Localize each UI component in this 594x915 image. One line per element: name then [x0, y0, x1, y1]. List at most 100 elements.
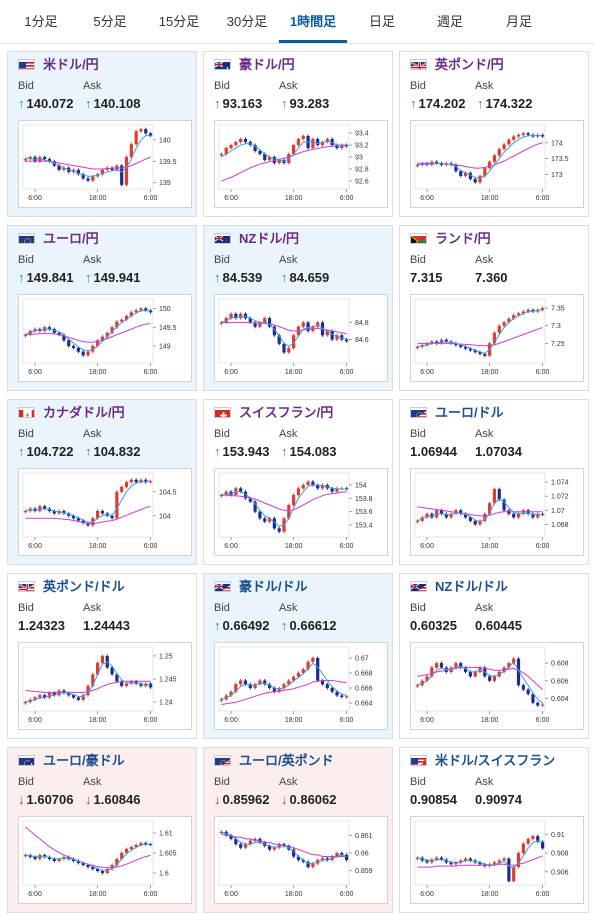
plot-area [414, 124, 546, 190]
currency-card[interactable]: 豪ドル/円 Bid Ask ↑ 93.163 ↑ 93.283 92.6 92.8 93 93.2 9… [203, 51, 393, 217]
candle-body [47, 159, 52, 162]
currency-card[interactable]: ランド/円 Bid Ask 7.315 7.360 7.25 7.3 7.35 6:00 18:0… [399, 225, 589, 391]
tab-30min[interactable]: 30分足 [226, 14, 268, 29]
candle-body [139, 479, 143, 483]
currency-card[interactable]: 米ドル/スイスフラン Bid Ask 0.90854 0.90974 0.906 0.908… [399, 747, 589, 913]
currency-card[interactable]: 豪ドル/ドル Bid Ask ↑ 0.66492 ↑ 0.66612 0.664 0.666 0.… [203, 573, 393, 739]
ask-value: ↓ 1.60846 [85, 792, 141, 807]
candlestick-chart[interactable]: 84.6 84.8 6:00 18:00 6:00 [214, 294, 388, 382]
currency-pair-title[interactable]: 米ドル/スイスフラン [410, 752, 555, 770]
candlestick-chart[interactable]: 0.604 0.606 0.608 6:00 18:00 6:00 [410, 642, 584, 730]
ask-value: 0.90974 [475, 792, 522, 807]
candlestick-chart[interactable]: 1.068 1.07 1.072 1.074 6:00 18:00 6:00 [410, 468, 584, 556]
currency-card[interactable]: NZドル/円 Bid Ask ↑ 84.539 ↑ 84.659 84.6 84.8 6:00 18… [203, 225, 393, 391]
currency-card[interactable]: NZドル/ドル Bid Ask 0.60325 0.60445 0.604 0.606 0.6… [399, 573, 589, 739]
currency-pair-title[interactable]: ユーロ/円 [18, 230, 99, 248]
currency-pair-title[interactable]: 英ポンド/円 [410, 56, 504, 74]
candlestick-chart[interactable]: 149 149.5 150 6:00 18:00 6:00 [18, 294, 192, 382]
candle-body [536, 836, 540, 842]
candlestick-chart[interactable]: 173 173.5 174 6:00 18:00 6:00 [410, 120, 584, 208]
bid-value: 0.60325 [410, 618, 457, 633]
ask-label: Ask [83, 776, 102, 788]
currency-card[interactable]: 米ドル/円 Bid Ask ↑ 140.072 ↑ 140.108 139 139.5 140 6:… [7, 51, 197, 217]
x-tick-label: 6:00 [144, 369, 158, 376]
candle-body [435, 663, 439, 668]
candlestick-chart[interactable]: 1.6 1.605 1.61 6:00 18:00 6:00 [18, 816, 192, 904]
bid-value: 0.90854 [410, 792, 457, 807]
currency-card[interactable]: ユーロ/英ポンド Bid Ask ↓ 0.85962 ↓ 0.86062 0.859 0.86 0… [203, 747, 393, 913]
x-tick-label: 18:00 [481, 891, 499, 898]
moving-average-short [25, 309, 151, 352]
candle-body [325, 331, 329, 336]
candle-body [224, 148, 228, 154]
currency-pair-title[interactable]: ユーロ/英ポンド [214, 752, 334, 770]
moving-average-short [221, 140, 347, 162]
candle-body [139, 683, 143, 686]
candlestick-chart[interactable]: 0.906 0.908 0.91 6:00 18:00 6:00 [410, 816, 584, 904]
candle-body [521, 311, 525, 314]
candle-body [71, 695, 76, 698]
candle-body [43, 855, 47, 857]
ask-label: Ask [83, 428, 102, 440]
currency-pair-title[interactable]: 豪ドル/円 [214, 56, 295, 74]
currency-pair-title[interactable]: ユーロ/ドル [410, 404, 504, 422]
candle-body [301, 485, 305, 489]
currency-pair-title[interactable]: 豪ドル/ドル [214, 578, 308, 596]
candle-body [473, 671, 477, 677]
currency-card[interactable]: スイスフラン/円 Bid Ask ↑ 153.943 ↑ 154.083 153.4 153.6… [203, 399, 393, 565]
ask-label: Ask [83, 254, 102, 266]
currency-card[interactable]: 英ポンド/ドル Bid Ask 1.24323 1.24443 1.24 1.245 1.25… [7, 573, 197, 739]
candle-body [492, 862, 497, 865]
candlestick-chart[interactable]: 104 104.5 6:00 18:00 6:00 [18, 468, 192, 556]
x-tick-label: 6:00 [28, 717, 42, 724]
candle-body [459, 345, 463, 347]
tab-5min[interactable]: 5分足 [93, 14, 127, 29]
currency-pair-title[interactable]: カナダドル/円 [18, 404, 125, 422]
tab-1min[interactable]: 1分足 [24, 14, 58, 29]
currency-card[interactable]: 英ポンド/円 Bid Ask ↑ 174.202 ↑ 174.322 173 173.5 174 6… [399, 51, 589, 217]
ask-value: ↑ 104.832 [85, 444, 141, 459]
currency-pair-title[interactable]: 英ポンド/ドル [18, 578, 125, 596]
candlestick-chart[interactable]: 153.4 153.6 153.8 154 6:00 18:00 6:00 [214, 468, 388, 556]
candle-body [335, 145, 339, 148]
y-tick-label: 104.5 [159, 489, 177, 496]
ask-number: 0.66612 [289, 618, 337, 633]
currency-card[interactable]: ユーロ/ドル Bid Ask 1.06944 1.07034 1.068 1.07 1.072… [399, 399, 589, 565]
currency-pair-title[interactable]: 米ドル/円 [18, 56, 99, 74]
x-tick-label: 6:00 [420, 717, 434, 724]
currency-pair-title[interactable]: ユーロ/豪ドル [18, 752, 125, 770]
currency-pair-title[interactable]: ランド/円 [410, 230, 491, 248]
candlestick-chart[interactable]: 139 139.5 140 6:00 18:00 6:00 [18, 120, 192, 208]
currency-card[interactable]: ユーロ/豪ドル Bid Ask ↓ 1.60706 ↓ 1.60846 1.6 1.605 1.6… [7, 747, 197, 913]
tab-1hour[interactable]: 1時間足 [279, 0, 347, 43]
candle-body [301, 322, 305, 327]
moving-average-long [221, 491, 347, 511]
candlestick-chart[interactable]: 7.25 7.3 7.35 6:00 18:00 6:00 [410, 294, 584, 382]
currency-card[interactable]: カナダドル/円 Bid Ask ↑ 104.722 ↑ 104.832 104 104.5 6:0… [7, 399, 197, 565]
candle-body [267, 157, 272, 160]
candle-body [320, 485, 325, 489]
candle-body [497, 325, 501, 333]
candlestick-chart[interactable]: 92.6 92.8 93 93.2 93.4 6:00 18:00 6:00 [214, 120, 388, 208]
candle-body [267, 684, 272, 688]
currency-pair-title[interactable]: NZドル/円 [214, 230, 299, 248]
currency-pair-title[interactable]: NZドル/ドル [410, 578, 508, 596]
candlestick-chart[interactable]: 0.859 0.86 0.861 6:00 18:00 6:00 [214, 816, 388, 904]
candle-body [219, 322, 224, 324]
candle-body [272, 157, 276, 163]
tab-weekly[interactable]: 週足 [436, 14, 463, 29]
candlestick-chart[interactable]: 0.664 0.666 0.668 0.67 6:00 18:00 6:00 [214, 642, 388, 730]
x-tick-label: 6:00 [536, 717, 550, 724]
candle-body [526, 838, 530, 844]
currency-pair-title[interactable]: スイスフラン/円 [214, 404, 333, 422]
chart-svg: 0.604 0.606 0.608 6:00 18:00 6:00 [414, 646, 569, 724]
candle-body [483, 168, 487, 176]
candlestick-chart[interactable]: 1.24 1.245 1.25 6:00 18:00 6:00 [18, 642, 192, 730]
bid-number: 0.85962 [222, 792, 270, 807]
candle-body [120, 165, 124, 185]
tab-15min[interactable]: 15分足 [158, 14, 200, 29]
tab-monthly[interactable]: 月足 [505, 14, 532, 29]
currency-card[interactable]: ユーロ/円 Bid Ask ↑ 149.841 ↑ 149.941 149 149.5 150 6:… [7, 225, 197, 391]
tab-daily[interactable]: 日足 [368, 14, 395, 29]
candle-body [454, 164, 458, 172]
